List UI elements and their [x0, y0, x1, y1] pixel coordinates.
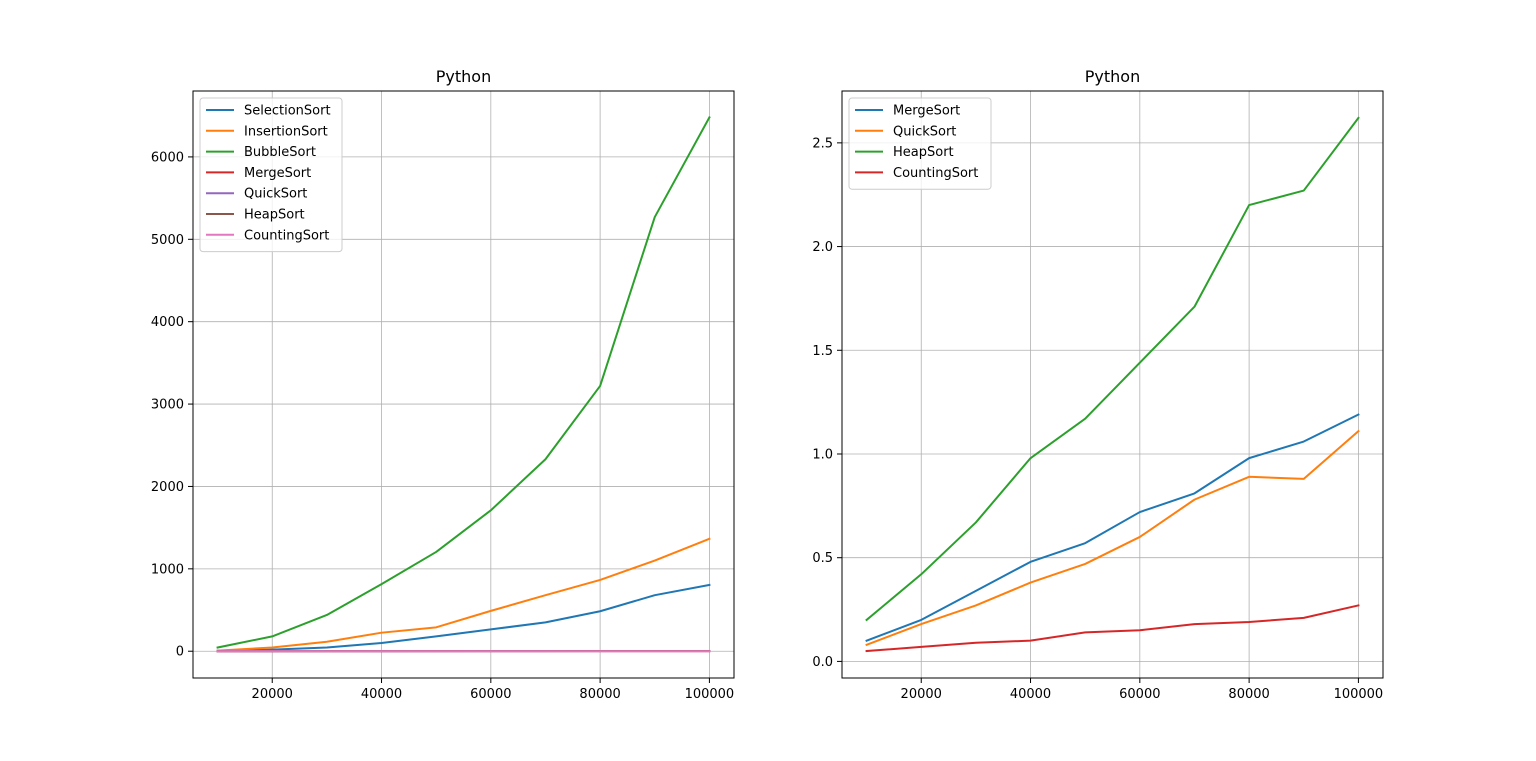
y-tick-label: 0.0: [812, 655, 833, 670]
series-line-bubblesort: [216, 116, 711, 649]
axes-frame: [841, 90, 1384, 679]
y-tick-label: 1000: [151, 562, 184, 577]
x-tick-label: 20000: [901, 687, 942, 702]
axes-frame: [192, 90, 735, 679]
legend-label: BubbleSort: [244, 145, 316, 160]
series-line-quicksort: [865, 429, 1360, 647]
y-tick-label: 5000: [151, 233, 184, 248]
y-tick-label: 6000: [151, 150, 184, 165]
y-tick-label: 0.5: [812, 551, 833, 566]
y-tick-label: 3000: [151, 398, 184, 413]
series-line-heapsort: [865, 116, 1360, 622]
chart-title: Python: [436, 67, 491, 86]
legend-box: [848, 97, 992, 190]
y-tick-label: 4000: [151, 315, 184, 330]
legend-label: CountingSort: [244, 228, 329, 243]
series-line-insertionsort: [216, 537, 711, 652]
legend-label: HeapSort: [244, 208, 305, 223]
legend: SelectionSort InsertionSort BubbleSort Merg…: [199, 97, 343, 253]
series-line-mergesort: [865, 413, 1360, 642]
x-tick-label: 80000: [579, 687, 620, 702]
x-tick-label: 40000: [361, 687, 402, 702]
x-tick-label: 80000: [1228, 687, 1269, 702]
grid: [193, 91, 734, 678]
chart-1: 20000 40000 60000 80000 100000 0 1000 2000 3000 4…: [151, 67, 735, 702]
y-tick-label: 1.5: [812, 344, 833, 359]
x-tick-label: 60000: [470, 687, 511, 702]
chart-2: 20000 40000 60000 80000 100000 0.0 0.5 1.0 1.5 2.…: [812, 67, 1384, 702]
legend-label: QuickSort: [893, 124, 956, 139]
legend-label: QuickSort: [244, 187, 307, 202]
y-tick-label: 2.5: [812, 136, 833, 151]
chart-title: Python: [1085, 67, 1140, 86]
series-line-countingsort: [865, 604, 1360, 653]
y-tick-label: 1.0: [812, 447, 833, 462]
y-tick-label: 2000: [151, 480, 184, 495]
legend-label: SelectionSort: [244, 104, 331, 119]
series-line-selectionsort: [216, 583, 711, 652]
x-tick-label: 20000: [252, 687, 293, 702]
legend-label: MergeSort: [893, 104, 960, 119]
y-tick-label: 2.0: [812, 240, 833, 255]
legend-label: MergeSort: [244, 166, 311, 181]
x-tick-label: 100000: [685, 687, 735, 702]
x-tick-label: 100000: [1334, 687, 1384, 702]
legend-label: InsertionSort: [244, 124, 328, 139]
y-tick-label: 0: [176, 645, 184, 660]
legend-label: CountingSort: [893, 166, 978, 181]
x-tick-label: 60000: [1119, 687, 1160, 702]
legend-box: [199, 97, 343, 253]
legend: MergeSort QuickSort HeapSort CountingSort: [848, 97, 992, 190]
x-tick-label: 40000: [1010, 687, 1051, 702]
legend-label: HeapSort: [893, 145, 954, 160]
